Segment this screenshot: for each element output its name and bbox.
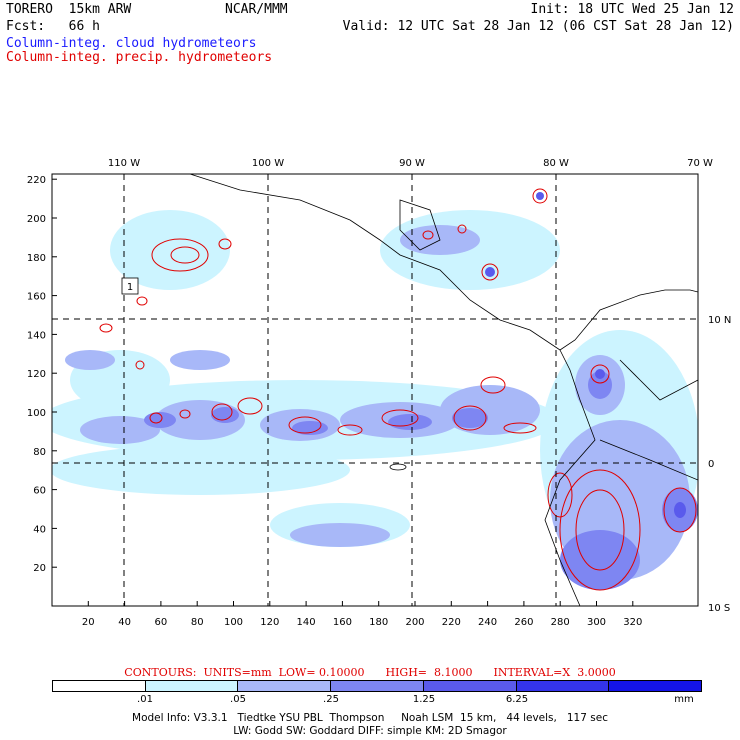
model-title: TORERO 15km ARW [6,2,132,17]
init-time: Init: 18 UTC Wed 25 Jan 12 [530,2,735,17]
x-tick-label: 280 [551,617,570,628]
lat-label: 10 N [708,315,731,326]
coastlines [189,174,698,606]
y-tick-label: 40 [33,524,46,535]
lat-label: 10 S [708,603,730,614]
precip-contours [99,188,697,591]
colorbar-labels: .01 .05 .25 1.25 6.25 mm [0,694,740,708]
colorbar-bin [516,681,610,691]
y-tick-label: 140 [27,330,46,341]
precip-field-label: Column-integ. precip. hydrometeors [6,50,273,65]
colorbar-bin [423,681,517,691]
cloud-field-label: Column-integ. cloud hydrometeors [6,36,257,51]
map-frame [51,173,699,607]
colorbar-bin [53,681,146,691]
x-tick-label: 140 [297,617,316,628]
x-tick-label: 100 [224,617,243,628]
y-tick-label: 60 [33,486,46,497]
colorbar-bin [238,681,332,691]
lat-lon-grid [52,174,698,606]
top-longitude-labels: 110 W 100 W 90 W 80 W 70 W [108,158,713,169]
x-tick-label: 320 [623,617,642,628]
x-tick-label: 180 [369,617,388,628]
x-tick-label: 120 [260,617,279,628]
center-label: NCAR/MMM [225,2,288,17]
contour-info: CONTOURS: UNITS=mm LOW= 0.10000 HIGH= 8.… [124,666,616,679]
y-tick-label: 80 [33,447,46,458]
x-tick-label: 20 [82,617,95,628]
y-tick-label: 200 [27,214,46,225]
forecast-hour: Fcst: 66 h [6,19,100,34]
lon-label: 80 W [543,158,569,169]
y-tick-label: 180 [27,253,46,264]
lon-label: 90 W [399,158,425,169]
x-tick-label: 260 [514,617,533,628]
x-axis-ticks: 20 40 60 80 100 120 140 160 180 200 220 240 260 280 30… [82,601,642,628]
x-tick-label: 60 [155,617,168,628]
colorbar-label: .25 [323,694,339,705]
y-tick-label: 100 [27,408,46,419]
x-tick-label: 220 [442,617,461,628]
lon-label: 100 W [252,158,284,169]
colorbar-bin [609,681,702,691]
label-box-text: 1 [127,282,133,293]
colorbar-label: .05 [230,694,246,705]
valid-time: Valid: 12 UTC Sat 28 Jan 12 (06 CST Sat … [342,19,734,34]
model-info-line1: Model Info: V3.3.1 Tiedtke YSU PBL Thomp… [132,712,608,724]
y-tick-label: 120 [27,369,46,380]
y-tick-label: 20 [33,563,46,574]
x-tick-label: 240 [478,617,497,628]
right-latitude-labels: 10 N 0 10 S [708,315,731,614]
lon-label: 110 W [108,158,140,169]
label-box [121,277,139,295]
y-axis-ticks: 20 40 60 80 100 120 140 160 180 200 220 [27,175,57,574]
lon-label: 70 W [687,158,713,169]
colorbar-bin [145,681,239,691]
colorbar-label: 6.25 [505,694,529,705]
colorbar-bin [331,681,424,691]
colorbar [52,680,702,692]
y-tick-label: 160 [27,292,46,303]
colorbar-label: 1.25 [412,694,436,705]
x-tick-label: 300 [587,617,606,628]
x-tick-label: 40 [118,617,131,628]
model-info-line2: LW: Godd SW: Goddard DIFF: simple KM: 2D… [233,725,507,737]
colorbar-label: .01 [137,694,153,705]
lat-label: 0 [708,459,714,470]
colorbar-unit: mm [674,694,694,705]
y-tick-label: 220 [27,175,46,186]
x-tick-label: 160 [333,617,352,628]
x-tick-label: 80 [191,617,204,628]
hydrometeor-shading [52,192,698,590]
x-tick-label: 200 [405,617,424,628]
